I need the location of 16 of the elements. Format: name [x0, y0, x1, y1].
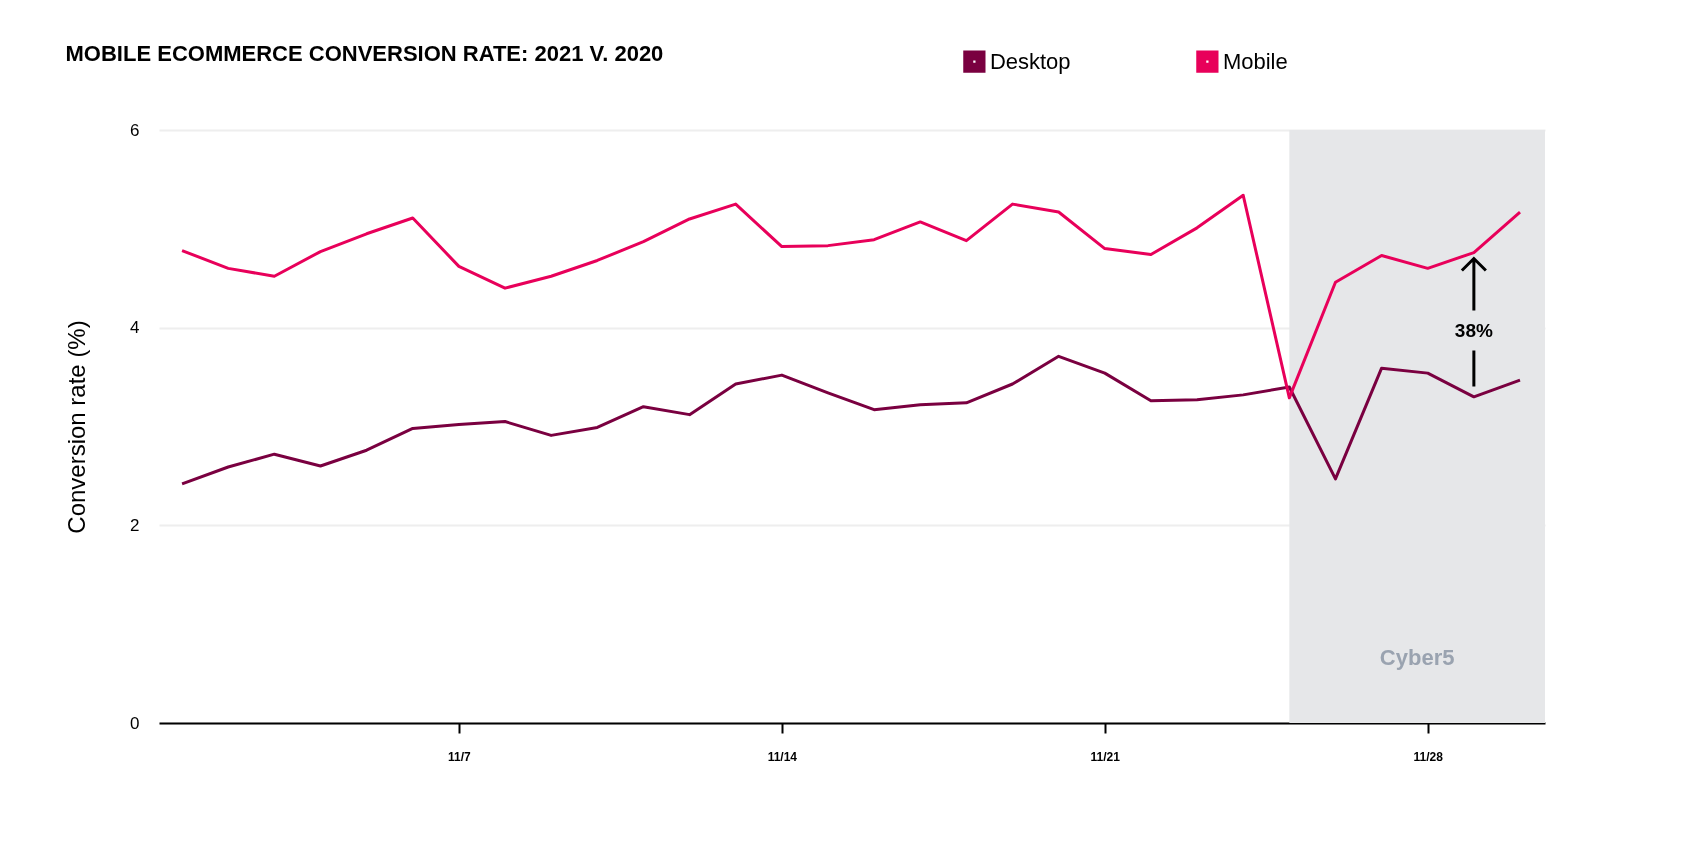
y-tick-label: 0 — [130, 713, 140, 733]
x-tick-label: 11/7 — [448, 749, 472, 764]
x-tick-label: 11/21 — [1090, 749, 1121, 764]
y-tick-label: 6 — [130, 120, 140, 140]
line-series — [180, 193, 1522, 400]
y-axis-title: Conversion rate (%) — [63, 320, 91, 534]
y-tick-label: 2 — [130, 515, 140, 535]
x-tick-label: 11/14 — [767, 749, 798, 764]
line-series — [180, 354, 1522, 486]
chart-title: MOBILE ECOMMERCE CONVERSION RATE: 2021 V. 2020 — [65, 41, 664, 66]
annotation: 38% — [1454, 319, 1493, 341]
x-tick-label: 11/28 — [1413, 749, 1444, 764]
band-label: Cyber5 — [1379, 645, 1455, 670]
legend-label: Mobile — [1222, 48, 1288, 74]
y-tick-label: 4 — [130, 318, 140, 338]
legend-label: Desktop — [989, 48, 1071, 74]
